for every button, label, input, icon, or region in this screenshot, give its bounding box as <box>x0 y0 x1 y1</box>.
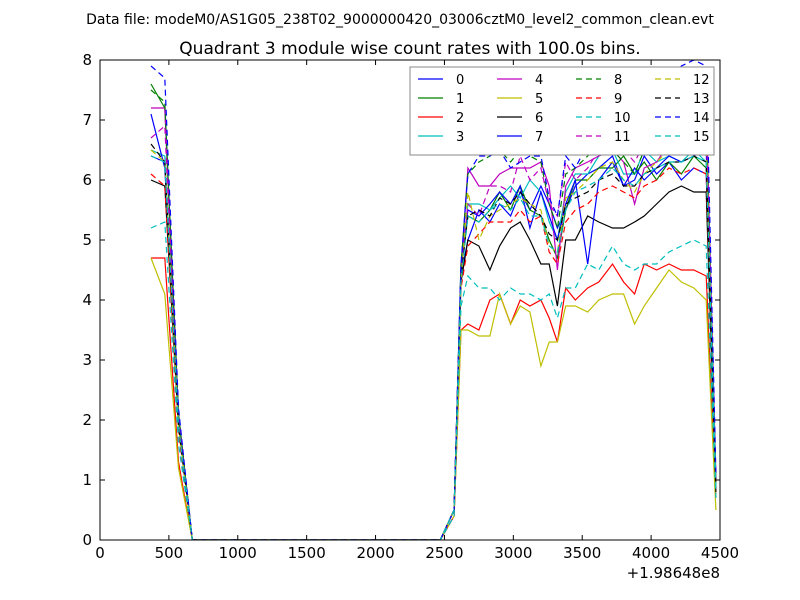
x-tick-label: 2000 <box>356 544 394 562</box>
legend-label-1: 1 <box>456 92 464 107</box>
x-tick-label: 4500 <box>701 544 739 562</box>
x-offset-label: +1.98648e8 <box>627 564 720 582</box>
x-tick-label: 3000 <box>494 544 532 562</box>
chart-title: Quadrant 3 module wise count rates with … <box>179 39 640 59</box>
figure-suptitle: Data file: modeM0/AS1G05_238T02_90000004… <box>86 12 714 28</box>
y-tick-label: 6 <box>82 171 92 189</box>
series-line-15 <box>150 155 717 540</box>
y-tick-label: 8 <box>82 51 92 69</box>
legend-label-10: 10 <box>614 111 631 126</box>
series-group <box>150 60 717 540</box>
x-tick-label: 4000 <box>632 544 670 562</box>
ticks-group: 0 500 1000 1500 2000 2500 3000 3500 4000 45000123… <box>82 51 739 562</box>
x-tick-label: 3500 <box>563 544 601 562</box>
x-tick-label: 500 <box>155 544 184 562</box>
legend-label-11: 11 <box>614 130 631 145</box>
legend-label-6: 6 <box>535 111 543 126</box>
x-tick-label: 0 <box>95 544 105 562</box>
y-tick-label: 1 <box>82 471 92 489</box>
plot-area: 0 500 1000 1500 2000 2500 3000 3500 4000 45000123… <box>82 51 739 582</box>
legend-label-7: 7 <box>535 130 543 145</box>
x-tick-label: 1000 <box>219 544 257 562</box>
y-tick-label: 5 <box>82 231 92 249</box>
legend-label-14: 14 <box>693 111 710 126</box>
y-tick-label: 7 <box>82 111 92 129</box>
legend-label-4: 4 <box>535 73 543 88</box>
legend-label-3: 3 <box>456 130 464 145</box>
y-tick-label: 2 <box>82 411 92 429</box>
legend-label-5: 5 <box>535 92 543 107</box>
series-line-10 <box>150 221 717 540</box>
y-tick-label: 3 <box>82 351 92 369</box>
legend-box <box>409 66 715 156</box>
legend-label-0: 0 <box>456 73 464 88</box>
series-line-9 <box>150 167 717 540</box>
x-tick-label: 1500 <box>288 544 326 562</box>
legend-label-2: 2 <box>456 111 464 126</box>
y-tick-label: 4 <box>82 291 92 309</box>
x-tick-label: 2500 <box>425 544 463 562</box>
legend-label-8: 8 <box>614 73 622 88</box>
legend-label-12: 12 <box>693 73 710 88</box>
legend-label-15: 15 <box>693 130 710 145</box>
y-tick-label: 0 <box>82 531 92 549</box>
legend-label-13: 13 <box>693 92 710 107</box>
legend-label-9: 9 <box>614 92 622 107</box>
